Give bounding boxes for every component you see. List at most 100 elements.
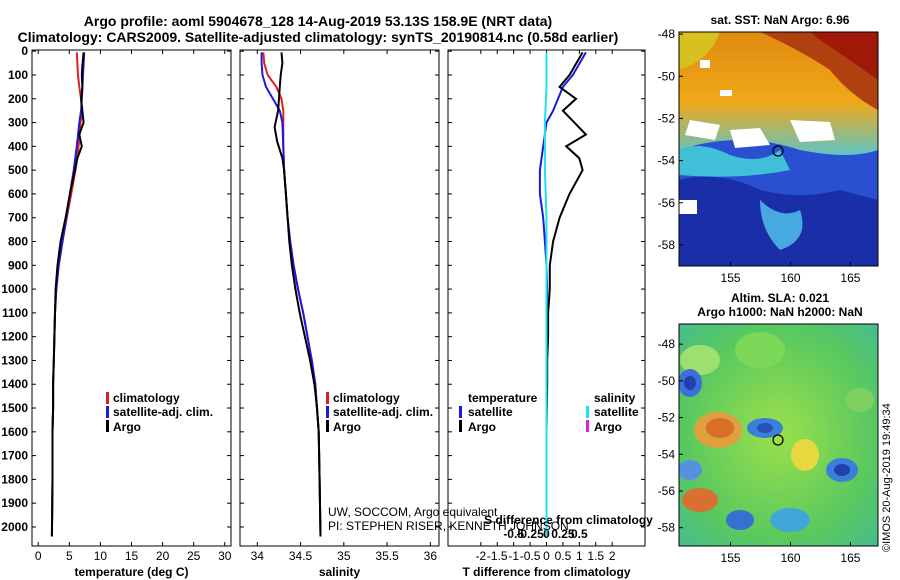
x-tick-label: 15	[125, 549, 139, 563]
depth-tick-label: 100	[8, 68, 28, 82]
x-axis-label: T difference from climatology	[462, 565, 630, 579]
legend-title-temperature: temperature	[468, 391, 538, 405]
lon-tick-label: 165	[840, 271, 860, 285]
lat-tick-label: -48	[658, 27, 676, 41]
salinity-profile-plot: 34 34.5 35 35.5 36 salinity	[251, 50, 437, 579]
difference-legend: temperature satellite Argo salinity sate…	[459, 391, 639, 434]
secondary-x-tick-label: 0.25	[551, 527, 575, 541]
lat-tick-label: -48	[658, 337, 676, 351]
x-tick-label: 34	[251, 549, 265, 563]
depth-tick-label: 1900	[1, 496, 28, 510]
figure-title-line2: Climatology: CARS2009. Satellite-adjuste…	[18, 29, 619, 45]
depth-tick-label: 1500	[1, 401, 28, 415]
legend-swatch-climatology	[106, 392, 109, 404]
x-tick-label: -0.5	[520, 549, 541, 563]
salinity-plot-frame	[239, 49, 440, 547]
x-tick-label: -2	[475, 549, 486, 563]
attribution-line2: PI: STEPHEN RISER, KENNETH JOHNSON	[328, 519, 569, 533]
legend-swatch-argo	[326, 420, 329, 432]
temperature-legend: climatology satellite-adj. clim. Argo	[106, 391, 213, 434]
x-tick-label: -1	[508, 549, 519, 563]
salinity-legend: climatology satellite-adj. clim. Argo	[326, 391, 433, 434]
legend-swatch-satellite	[106, 406, 109, 418]
legend-label-satellite: satellite-adj. clim.	[113, 405, 213, 419]
lon-tick-label: 155	[721, 551, 741, 565]
x-tick-label: -1.5	[487, 549, 508, 563]
sst-map-frame	[678, 31, 879, 267]
sst-map-ticks: -48 -50 -52 -54 -56 -58 155 160 165	[658, 27, 861, 285]
lat-tick-label: -58	[658, 521, 676, 535]
lat-tick-label: -50	[658, 69, 676, 83]
sst-map-title: sat. SST: NaN Argo: 6.96	[711, 13, 850, 27]
depth-tick-label: 2000	[1, 520, 28, 534]
sst-map	[679, 32, 878, 266]
x-tick-label: 25	[187, 549, 201, 563]
depth-tick-label: 900	[8, 258, 28, 272]
x-tick-label: 30	[218, 549, 232, 563]
depth-tick-label: 1700	[1, 449, 28, 463]
x-tick-label: 35.5	[375, 549, 399, 563]
temperature-plot-frame	[31, 49, 232, 547]
depth-tick-label: 600	[8, 187, 28, 201]
legend-label-argo: Argo	[333, 420, 361, 434]
lat-tick-label: -56	[658, 196, 676, 210]
lon-tick-label: 165	[840, 551, 860, 565]
sla-float-position-marker	[772, 434, 784, 446]
series-line-salinity-satellite	[543, 52, 548, 537]
sla-map-title-line1: Altim. SLA: 0.021	[731, 291, 829, 305]
lon-tick-label: 160	[780, 271, 800, 285]
attribution-line1: UW, SOCCOM, Argo equivalent	[328, 505, 498, 519]
legend-swatch-argo	[106, 420, 109, 432]
depth-tick-label: 500	[8, 163, 28, 177]
sla-map-frame	[678, 323, 879, 547]
x-tick-label: 1	[576, 549, 583, 563]
lat-tick-label: -58	[658, 238, 676, 252]
series-line-argo	[273, 52, 322, 537]
depth-tick-label: 1100	[2, 306, 28, 320]
figure-title-line1: Argo profile: aoml 5904678_128 14-Aug-20…	[84, 13, 552, 29]
depth-tick-label: 200	[8, 92, 28, 106]
legend-swatch-temp-satellite	[459, 406, 462, 418]
x-tick-label: 1.5	[587, 549, 604, 563]
depth-tick-label: 1800	[1, 472, 28, 486]
depth-tick-label: 1400	[1, 377, 28, 391]
x-tick-label: 35	[337, 549, 351, 563]
legend-swatch-temp-argo	[459, 420, 462, 432]
secondary-x-tick-label: -0.25	[516, 527, 544, 541]
sst-float-position-marker	[772, 145, 784, 157]
lat-tick-label: -50	[658, 374, 676, 388]
lat-tick-label: -54	[658, 447, 676, 461]
depth-tick-label: 0	[21, 44, 28, 58]
x-tick-label: 0	[543, 549, 550, 563]
depth-tick-label: 400	[8, 139, 28, 153]
legend-label-climatology: climatology	[113, 391, 180, 405]
depth-tick-label: 1300	[1, 353, 28, 367]
imos-timestamp: ©IMOS 20-Aug-2019 19:49:34	[881, 403, 893, 552]
x-tick-label: 0.5	[555, 549, 572, 563]
depth-tick-label: 1200	[1, 330, 28, 344]
depth-tick-label: 1600	[1, 425, 28, 439]
depth-axis-ticks: 0 100 200 300 400 500 600 700 800 900 1000 1100 1200…	[1, 44, 645, 534]
difference-profile-plot: -2 -1.5 -1 -0.5 0 0.5 1 1.5 2 T difference from c…	[462, 50, 653, 579]
x-tick-label: 2	[609, 549, 616, 563]
depth-tick-label: 300	[8, 116, 28, 130]
x-tick-label: 20	[156, 549, 170, 563]
legend-label-argo: Argo	[113, 420, 141, 434]
lat-tick-label: -54	[658, 154, 676, 168]
legend-swatch-sal-argo	[586, 420, 589, 432]
lat-tick-label: -52	[658, 111, 676, 125]
sla-map	[679, 324, 878, 546]
x-tick-label: 10	[94, 549, 108, 563]
lon-tick-label: 155	[721, 271, 741, 285]
depth-tick-label: 800	[8, 235, 28, 249]
sla-map-title-line2: Argo h1000: NaN h2000: NaN	[697, 305, 862, 319]
legend-label-sal-argo: Argo	[594, 420, 622, 434]
legend-swatch-sal-satellite	[586, 406, 589, 418]
depth-tick-label: 1000	[1, 282, 28, 296]
legend-swatch-climatology	[326, 392, 329, 404]
legend-label-temp-argo: Argo	[468, 420, 496, 434]
x-tick-label: 5	[66, 549, 73, 563]
lat-tick-label: -52	[658, 411, 676, 425]
x-tick-label: 0	[35, 549, 42, 563]
